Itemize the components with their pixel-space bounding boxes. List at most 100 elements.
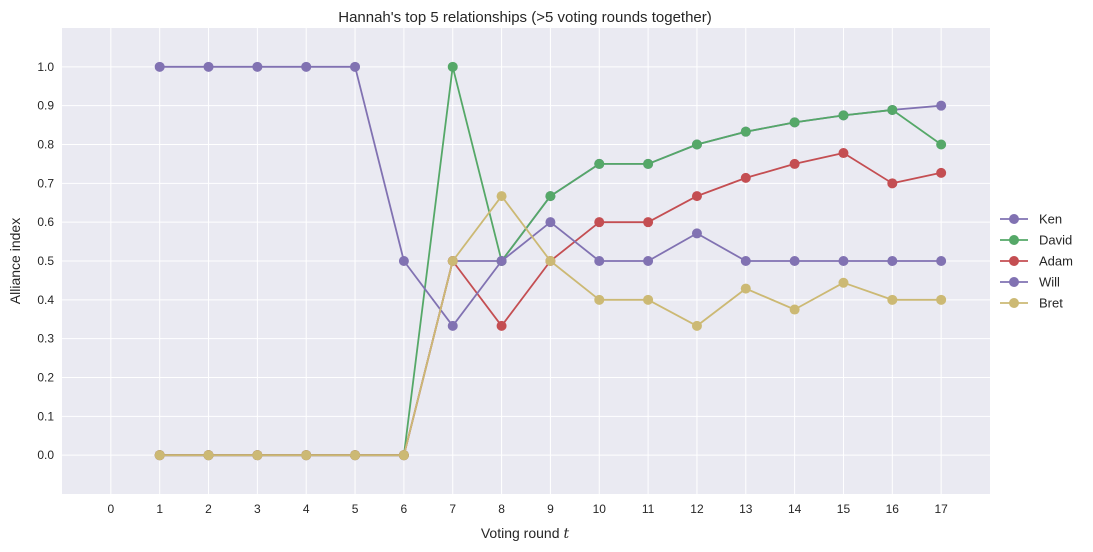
- data-point: [545, 191, 556, 202]
- y-tick-label: 0.1: [37, 409, 54, 423]
- data-point: [936, 167, 947, 178]
- legend-item-will: Will: [1000, 275, 1060, 290]
- x-tick-label: 0: [107, 502, 114, 516]
- legend-label: Ken: [1039, 212, 1062, 227]
- data-point: [203, 61, 214, 72]
- data-point: [643, 217, 654, 228]
- data-point: [203, 450, 214, 461]
- data-point: [252, 61, 263, 72]
- y-tick-label: 0.3: [37, 332, 54, 346]
- data-point: [350, 450, 361, 461]
- data-point: [643, 256, 654, 266]
- data-point: [740, 172, 751, 183]
- data-point: [691, 191, 702, 202]
- data-point: [545, 256, 556, 266]
- data-point: [838, 277, 849, 288]
- data-point: [887, 104, 898, 115]
- legend: Ken David Adam Will Bret: [1000, 212, 1073, 311]
- x-axis-title: Voting round t: [481, 525, 570, 542]
- series-bret: [154, 191, 947, 461]
- data-point: [252, 450, 263, 461]
- data-point: [643, 158, 654, 169]
- data-point: [447, 256, 458, 266]
- data-point: [691, 228, 702, 239]
- legend-label: David: [1039, 233, 1072, 248]
- data-point: [496, 256, 507, 266]
- y-axis-title: Alliance index: [7, 218, 23, 304]
- data-point: [496, 320, 507, 331]
- series-lines: [154, 61, 947, 461]
- y-tick-label: 0.6: [37, 215, 54, 229]
- x-tick-label: 3: [254, 502, 261, 516]
- x-tick-label: 5: [352, 502, 359, 516]
- data-point: [838, 110, 849, 121]
- data-point: [838, 256, 849, 266]
- data-point: [154, 450, 165, 461]
- x-tick-label: 17: [934, 502, 948, 516]
- chart-title: Hannah's top 5 relationships (>5 voting …: [338, 9, 712, 26]
- data-point: [740, 283, 751, 294]
- legend-marker: [1009, 235, 1019, 245]
- data-point: [691, 139, 702, 150]
- legend-item-adam: Adam: [1000, 254, 1073, 269]
- data-point: [594, 217, 605, 228]
- data-point: [398, 256, 409, 266]
- x-tick-label: 12: [690, 502, 704, 516]
- x-tick-label: 11: [642, 502, 655, 516]
- data-point: [887, 294, 898, 305]
- y-tick-label: 1.0: [37, 60, 54, 74]
- x-tick-label: 8: [498, 502, 505, 516]
- data-point: [447, 320, 458, 331]
- data-point: [643, 294, 654, 305]
- y-tick-label: 0.8: [37, 138, 54, 152]
- legend-item-ken: Ken: [1000, 212, 1062, 227]
- data-point: [447, 61, 458, 72]
- axis-ticks: 0 1 2 3 4 5 6 7 8 9 10 11 12 13 14 15 16 170.00.10.20.30.…: [37, 60, 948, 516]
- data-point: [691, 320, 702, 331]
- x-tick-label: 15: [837, 502, 851, 516]
- x-axis-variable: t: [563, 526, 569, 542]
- data-point: [740, 256, 751, 266]
- data-point: [936, 139, 947, 150]
- data-point: [154, 61, 165, 72]
- x-tick-label: 10: [593, 502, 607, 516]
- x-tick-label: 7: [449, 502, 456, 516]
- data-point: [936, 100, 947, 111]
- legend-marker: [1009, 214, 1019, 224]
- y-tick-label: 0.0: [37, 448, 54, 462]
- y-tick-label: 0.4: [37, 293, 54, 307]
- x-tick-label: 2: [205, 502, 212, 516]
- data-point: [789, 158, 800, 169]
- y-tick-label: 0.5: [37, 254, 54, 268]
- data-point: [594, 158, 605, 169]
- x-tick-label: 9: [547, 502, 554, 516]
- data-point: [496, 191, 507, 202]
- data-point: [887, 256, 898, 266]
- x-axis-title-text: Voting round: [481, 525, 560, 541]
- data-point: [350, 61, 361, 72]
- data-point: [789, 256, 800, 266]
- legend-marker: [1009, 298, 1019, 308]
- x-tick-label: 14: [788, 502, 802, 516]
- data-point: [936, 294, 947, 305]
- data-point: [301, 450, 312, 461]
- legend-item-bret: Bret: [1000, 296, 1063, 311]
- legend-label: Will: [1039, 275, 1060, 290]
- data-point: [594, 294, 605, 305]
- y-tick-label: 0.2: [37, 371, 54, 385]
- x-tick-label: 4: [303, 502, 310, 516]
- x-tick-label: 1: [156, 502, 163, 516]
- x-tick-label: 6: [401, 502, 408, 516]
- data-point: [789, 304, 800, 315]
- data-point: [789, 117, 800, 128]
- legend-label: Adam: [1039, 254, 1073, 269]
- data-point: [594, 256, 605, 266]
- series-will: [154, 61, 947, 331]
- legend-marker: [1009, 277, 1019, 287]
- data-point: [740, 126, 751, 137]
- data-point: [398, 450, 409, 461]
- data-point: [838, 148, 849, 159]
- x-tick-label: 16: [886, 502, 900, 516]
- data-point: [936, 256, 947, 266]
